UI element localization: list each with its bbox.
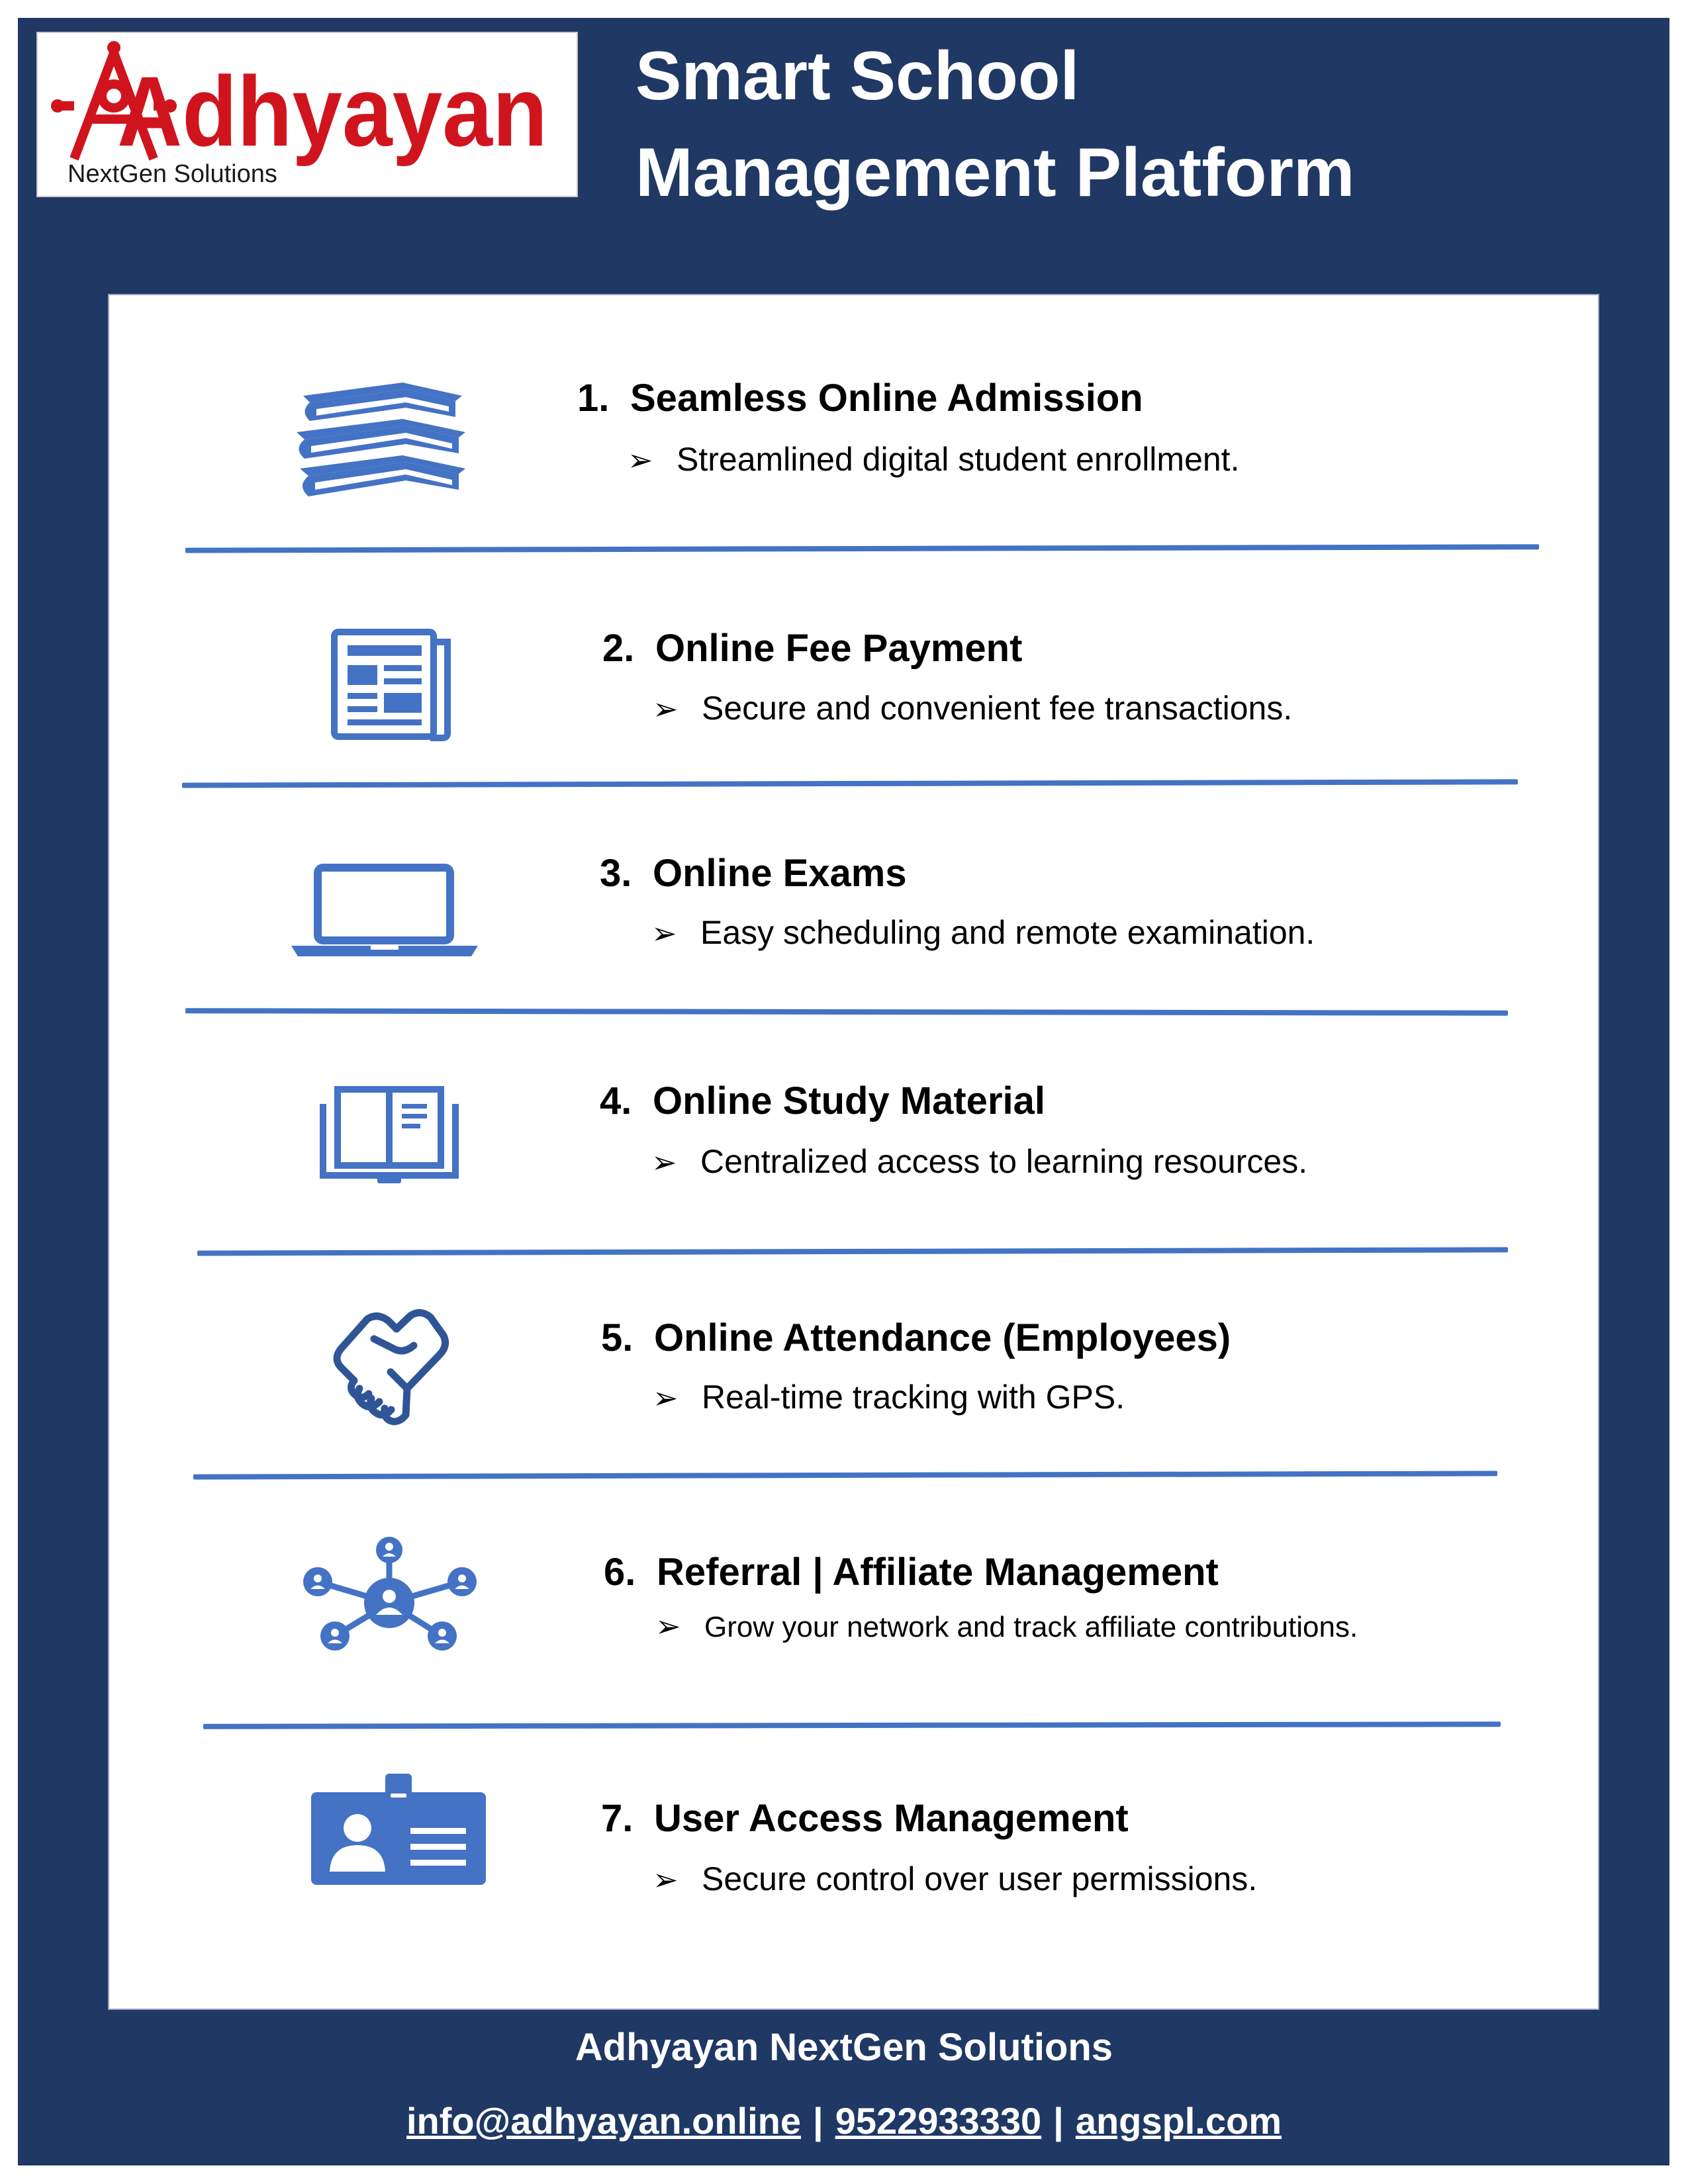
bullet-arrow-icon: ➢ [651,1145,677,1179]
logo-graphic: Adhyayan NextGen Solutions [51,41,547,188]
feature-title-7: 7. User Access Management [601,1797,1129,1840]
bullet-arrow-icon: ➢ [653,1862,679,1897]
feature-title-6: 6. Referral | Affiliate Management [604,1551,1219,1594]
laptop-icon [291,864,478,956]
logo: Adhyayan NextGen Solutions [36,32,578,197]
email-link[interactable]: info@adhyayan.online [406,2100,802,2142]
bullet-arrow-icon: ➢ [655,1609,681,1643]
books-icon [297,383,465,496]
bullet-arrow-icon: ➢ [653,1381,679,1415]
newspaper-icon [331,629,451,741]
feature-desc-5: ➢ Real-time tracking with GPS. [653,1379,1125,1416]
id-badge-icon [311,1774,486,1885]
page-title: Smart School Management Platform [635,28,1628,221]
footer-company: Adhyayan NextGen Solutions [575,2026,1113,2069]
feature-title-4: 4. Online Study Material [600,1079,1045,1122]
footer-separator: | [1053,2100,1064,2142]
feature-desc-6: ➢ Grow your network and track affiliate c… [655,1609,1358,1643]
footer-contact: info@adhyayan.online | 9522933330 | angspl.c… [0,2099,1688,2142]
network-icon [303,1537,477,1651]
feature-desc-2: ➢ Secure and convenient fee transactions. [653,690,1293,727]
title-line-1: Smart School [635,38,1080,114]
website-link[interactable]: angspl.com [1075,2100,1282,2142]
feature-title-2: 2. Online Fee Payment [602,627,1023,670]
feature-title-3: 3. Online Exams [600,852,907,895]
feature-title-5: 5. Online Attendance (Employees) [601,1316,1231,1359]
feature-desc-3: ➢ Easy scheduling and remote examination. [651,914,1315,951]
logo-wordmark: Adhyayan [117,56,547,167]
feature-title-1: 1. Seamless Online Admission [577,377,1143,420]
footer-separator: | [813,2100,823,2142]
logo-tagline: NextGen Solutions [68,160,277,188]
phone-link[interactable]: 9522933330 [835,2100,1042,2142]
feature-desc-4: ➢ Centralized access to learning resource… [651,1143,1308,1180]
feature-desc-1: ➢ Streamlined digital student enrollment. [628,441,1240,478]
bullet-arrow-icon: ➢ [653,692,679,726]
bullet-arrow-icon: ➢ [651,916,677,950]
open-book-icon [320,1086,459,1183]
bullet-arrow-icon: ➢ [628,443,653,477]
handshake-icon [333,1309,449,1426]
title-line-2: Management Platform [635,134,1355,211]
feature-desc-7: ➢ Secure control over user permissions. [653,1860,1258,1897]
